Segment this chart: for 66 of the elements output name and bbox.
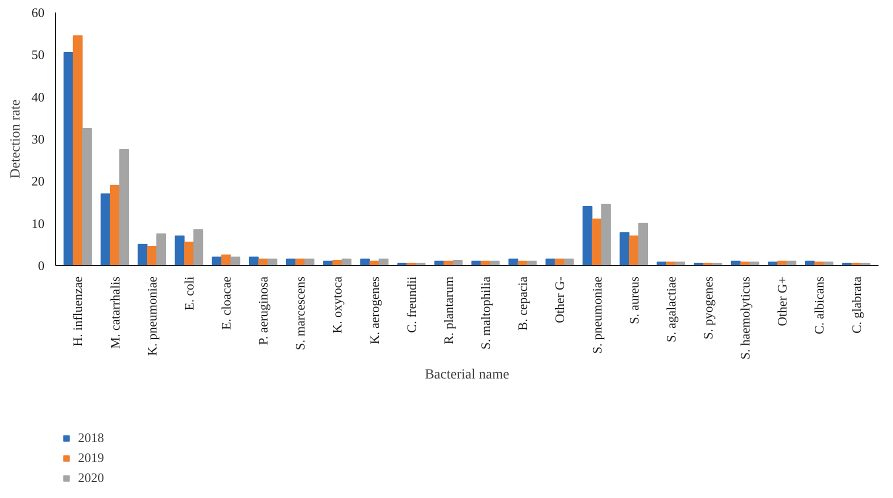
bar [620,232,630,266]
x-tick-label: C. freundii [404,276,419,333]
legend-label: 2019 [78,450,104,466]
x-tick-label: M. catarrhalis [107,276,122,349]
bar [508,258,518,266]
bar [601,204,611,266]
x-tick-label: H. influenzae [70,276,86,347]
bar [342,258,352,266]
y-tick-label: 40 [32,89,44,104]
y-tick-label: 10 [32,216,44,231]
y-tick-label: 60 [32,5,44,20]
x-tick-label: K. aerogenes [366,276,382,344]
bar [119,149,129,266]
bar [248,256,259,266]
y-tick-label: 50 [32,47,44,62]
bar [221,254,231,266]
bar [360,258,370,266]
x-tick-label: R. plantarum [440,276,456,344]
bar [378,258,388,266]
bar [230,256,240,266]
bar [72,35,83,266]
bar [582,206,592,266]
x-tick-label: B. cepacia [515,276,530,331]
x-tick-label: S. pyogenes [700,276,716,340]
legend-label: 2018 [78,430,104,446]
bar [146,246,157,266]
legend-label: 2020 [78,470,104,486]
bar [82,128,92,266]
x-tick-label: S. maltophilia [478,276,494,350]
x-tick-label: S. haemolyticus [738,276,753,360]
y-axis-title: Detection rate [8,100,24,178]
x-tick-label: Other G+ [774,276,790,326]
bar [286,258,296,266]
bar [156,233,166,266]
x-axis-title: Bacterial name [424,368,510,383]
x-tick-label: K. pneumoniae [144,276,160,356]
x-tick-label: S. agalactiae [663,276,678,342]
y-tick-label: 20 [32,174,44,189]
bar [546,258,556,266]
x-tick-label: S. pneumoniae [589,276,604,354]
x-tick-label: E. cloacae [218,276,234,330]
bar [184,242,194,266]
y-tick-label: 30 [32,132,44,146]
bar [100,193,110,266]
x-tick-label: S. marcescens [292,276,308,350]
bar [258,258,268,266]
bar [638,222,648,266]
bar [174,235,185,266]
bar [592,218,602,266]
bar [193,229,204,266]
bar [824,262,834,266]
x-tick-label: Other G- [552,276,568,324]
bar [628,235,639,266]
x-tick-label: K. oxytoca [330,276,345,334]
x-tick-label: C. glabrata [848,276,864,334]
bar [64,52,74,266]
bar [138,244,148,266]
bar [110,184,120,266]
x-tick-label: C. albicans [812,276,827,334]
x-tick-label: S. aureus [626,276,642,324]
x-tick-label: P. aeruginosa [256,276,271,346]
bar [267,258,278,266]
bar [564,258,574,266]
y-tick-label: 0 [38,258,44,273]
x-tick-label: E. coli [181,276,196,310]
bar [304,258,314,266]
